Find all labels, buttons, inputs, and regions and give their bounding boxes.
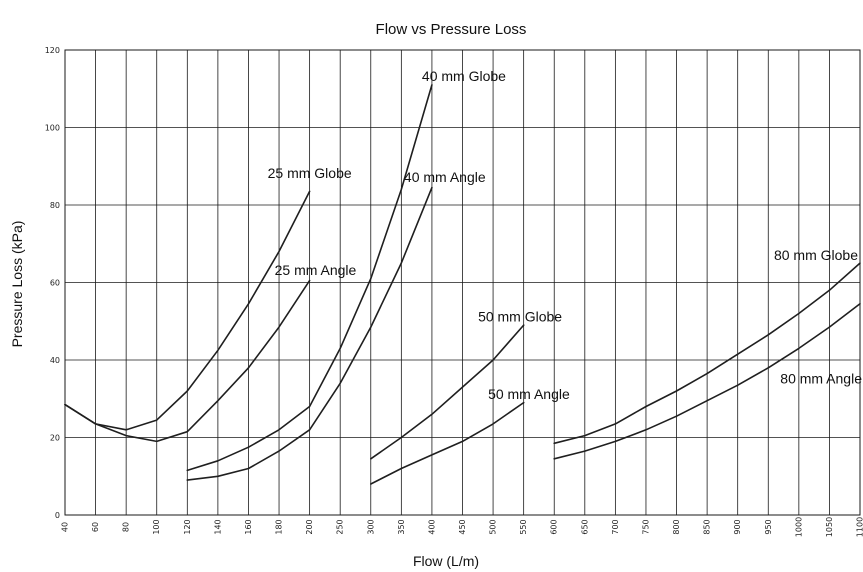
x-tick-label: 400 [427,519,436,534]
x-tick-label: 250 [336,519,345,534]
x-tick-label: 100 [152,519,161,534]
x-tick-label: 40 [61,522,70,532]
x-tick-label: 800 [672,519,681,534]
x-tick-label: 750 [641,519,650,534]
series-label: 25 mm Globe [268,165,352,181]
series-label: 50 mm Globe [478,308,562,324]
y-tick-label: 60 [50,279,60,288]
series-line [186,186,433,481]
x-tick-label: 550 [519,519,528,534]
x-tick-label: 500 [489,519,498,534]
y-tick-label: 120 [45,46,60,55]
series-label: 80 mm Angle [780,370,862,386]
annotation-layer: 40 mm Globe 25 mm Globe 40 mm Angle 25 mm A… [268,68,863,402]
series-line [186,84,433,472]
x-tick-label: 700 [611,519,620,534]
series-label: 80 mm Globe [774,247,858,263]
y-tick-label: 80 [50,201,60,210]
series-label: 50 mm Angle [488,386,570,402]
x-tick-label: 1100 [856,517,863,537]
series-label: 25 mm Angle [275,262,357,278]
x-tick-label: 200 [305,519,314,534]
x-tick-label: 160 [244,519,253,534]
y-tick-label: 20 [50,434,60,443]
series-line [553,302,861,460]
series-line [64,190,311,431]
x-tick-label: 950 [764,519,773,534]
y-tick-label: 100 [45,124,60,133]
series-line [369,324,525,460]
chart-title: Flow vs Pressure Loss [376,21,527,38]
x-tick-label: 140 [213,519,222,534]
x-tick-label: 180 [275,519,284,534]
series-layer [64,84,861,485]
grid-layer [64,49,861,516]
x-tick-label: 1000 [794,517,803,537]
x-tick-label: 1050 [825,517,834,537]
series-label: 40 mm Globe [422,68,506,84]
x-tick-label: 350 [397,519,406,534]
x-axis-label: Flow (L/m) [413,553,479,569]
series-line [369,401,525,485]
series-label: 40 mm Angle [404,169,486,185]
x-tick-label: 120 [183,519,192,534]
tick-layer: 40 60 80 100 120 140 160 180 200 250 300 350 400 450 5… [45,46,863,537]
series-line [64,279,311,443]
y-axis-label: Pressure Loss (kPa) [9,221,25,348]
x-tick-label: 600 [550,519,559,534]
series-line [553,262,861,445]
x-tick-label: 650 [580,519,589,534]
x-tick-label: 450 [458,519,467,534]
x-tick-label: 900 [733,519,742,534]
y-tick-label: 0 [55,511,60,520]
x-tick-label: 850 [703,519,712,534]
x-tick-label: 60 [91,522,100,532]
x-tick-label: 80 [122,522,131,532]
x-tick-label: 300 [366,519,375,534]
y-tick-label: 40 [50,356,60,365]
